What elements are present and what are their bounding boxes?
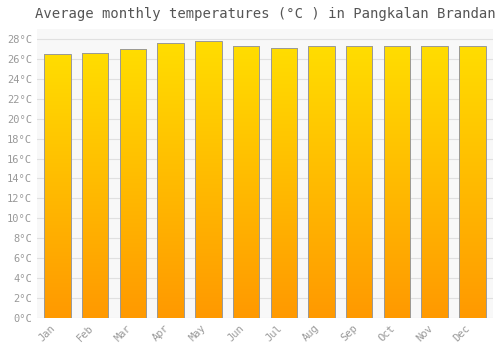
Bar — [308, 46, 334, 318]
Bar — [195, 41, 222, 318]
Bar — [346, 46, 372, 318]
Bar — [233, 46, 260, 318]
Bar — [270, 48, 297, 318]
Bar — [158, 43, 184, 318]
Title: Average monthly temperatures (°C ) in Pangkalan Brandan: Average monthly temperatures (°C ) in Pa… — [34, 7, 495, 21]
Bar — [422, 46, 448, 318]
Bar — [82, 53, 108, 318]
Bar — [120, 49, 146, 318]
Bar — [384, 46, 410, 318]
Bar — [44, 54, 70, 318]
Bar — [459, 46, 485, 318]
